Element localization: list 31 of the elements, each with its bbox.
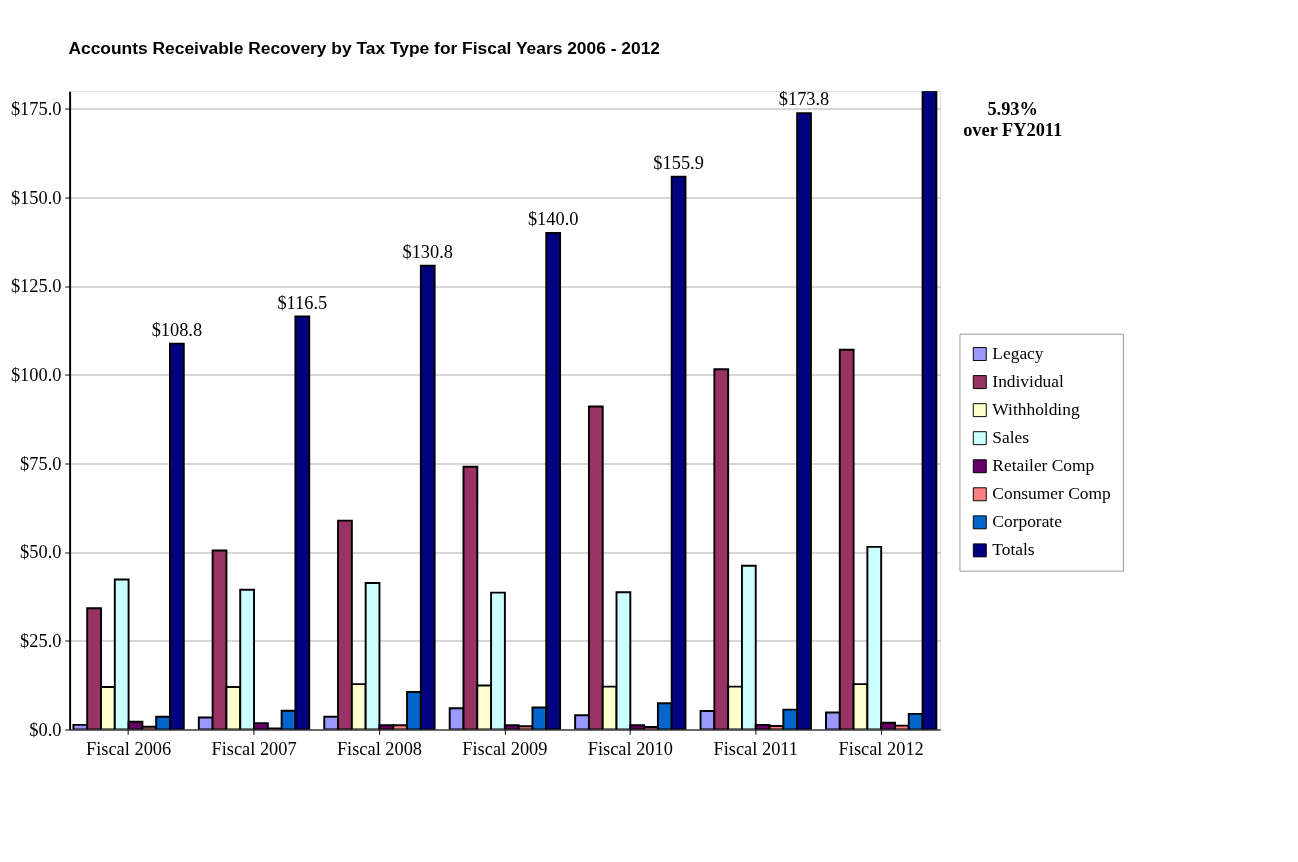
x-tick-label: Fiscal 2008 (336, 739, 423, 760)
legend-label: Consumer Comp (992, 483, 1112, 504)
x-tick-label: Fiscal 2010 (587, 739, 673, 760)
data-label: $108.8 (151, 319, 203, 340)
legend-label: Totals (992, 539, 1035, 560)
y-tick-label: $100.0 (10, 365, 62, 386)
data-label: $155.9 (653, 152, 704, 173)
y-tick-label: $50.0 (20, 542, 62, 563)
chart-title: Accounts Receivable Recovery by Tax Type for Fiscal Years 2006 - 2012 (68, 38, 661, 59)
y-tick-label: $75.0 (20, 453, 62, 474)
legend-label: Corporate (992, 511, 1063, 532)
x-tick-label: Fiscal 2007 (211, 739, 297, 760)
legend-label: Retailer Comp (992, 455, 1095, 476)
x-tick-label: Fiscal 2009 (462, 739, 548, 760)
legend-label: Sales (992, 427, 1030, 448)
y-tick-label: $125.0 (10, 276, 62, 297)
x-tick-label: Fiscal 2006 (86, 739, 172, 760)
text: 5.93% over FY2011 (963, 99, 1063, 140)
data-label: $140.0 (527, 209, 579, 230)
legend-label: Legacy (992, 342, 1044, 363)
legend-label: Individual (992, 370, 1065, 391)
y-tick-label: $25.0 (20, 631, 62, 652)
y-tick-label: $175.0 (10, 99, 62, 120)
data-label: $130.8 (402, 241, 453, 262)
legend-label: Withholding (992, 398, 1080, 419)
data-label: $173.8 (778, 89, 830, 110)
y-tick-label: $0.0 (29, 719, 62, 740)
x-tick-label: Fiscal 2012 (838, 739, 924, 760)
y-tick-label: $150.0 (10, 187, 62, 208)
x-tick-label: Fiscal 2011 (713, 739, 798, 760)
data-label: $116.5 (277, 292, 328, 313)
